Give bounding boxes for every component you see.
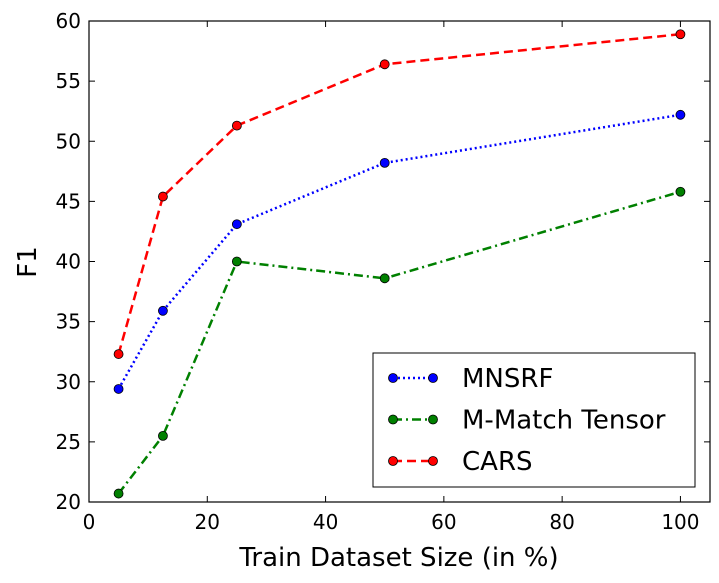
y-axis-label: F1 [13,246,43,278]
series-layer [113,29,686,499]
legend-marker-m-match-tensor [428,414,438,425]
x-tick-label: 20 [195,510,220,534]
legend-marker-m-match-tensor [388,414,398,425]
data-point-m-match-tensor [379,273,390,284]
legend-label-cars: CARS [462,447,533,477]
x-tick-label: 0 [83,510,96,534]
legend-label-mnsrf: MNSRF [462,364,553,394]
legend-marker-mnsrf [388,373,398,383]
data-point-cars [231,120,242,131]
data-point-cars [113,349,124,359]
data-point-mnsrf [675,109,686,120]
data-point-mnsrf [113,384,124,394]
legend-marker-cars [428,456,438,466]
y-tick-label: 60 [56,9,81,33]
y-tick-label: 55 [56,69,81,93]
data-point-m-match-tensor [675,186,686,197]
data-point-mnsrf [158,305,168,316]
x-axis-label: Train Dataset Size (in %) [238,543,558,573]
y-tick-label: 40 [56,250,81,274]
data-point-cars [158,191,168,202]
y-tick-label: 50 [56,129,81,153]
x-tick-label: 60 [431,510,456,534]
x-tick-label: 100 [661,510,699,534]
data-point-mnsrf [231,219,242,230]
data-point-mnsrf [379,157,390,168]
data-point-m-match-tensor [231,256,242,267]
y-tick-label: 20 [56,490,81,514]
legend-label-m-match-tensor: M-Match Tensor [462,406,666,436]
data-point-cars [675,29,686,40]
data-point-m-match-tensor [158,430,168,441]
legend: MNSRF M-Match Tensor CARS [372,352,696,488]
series-line-m-match-tensor [117,190,681,495]
legend-marker-mnsrf [428,373,438,383]
y-tick-label: 30 [56,370,81,394]
y-tick-label: 35 [56,310,81,334]
data-point-cars [379,59,390,70]
x-tick-label: 80 [549,510,574,534]
x-tick-label: 40 [313,510,338,534]
data-point-m-match-tensor [113,488,124,499]
legend-marker-cars [388,456,398,466]
y-tick-label: 45 [56,189,81,213]
y-tick-label: 25 [56,430,81,454]
